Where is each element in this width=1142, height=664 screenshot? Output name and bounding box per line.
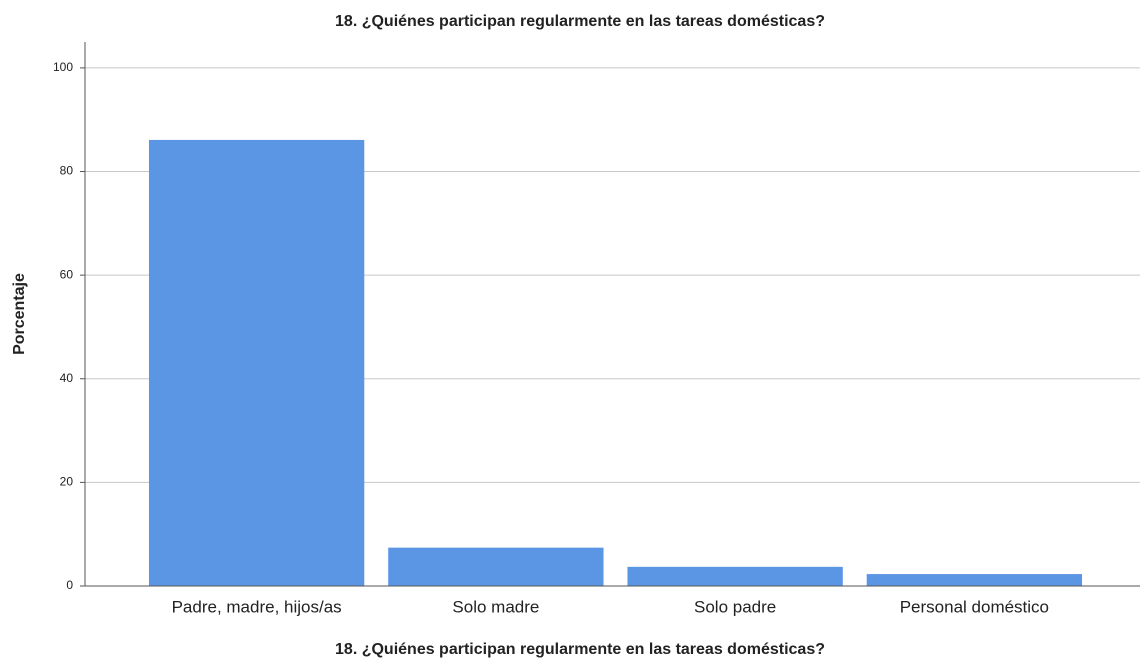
y-tick-label: 0 xyxy=(66,578,73,592)
y-tick-label: 60 xyxy=(60,267,74,281)
y-tick-label: 100 xyxy=(53,60,73,74)
bar xyxy=(388,547,604,586)
x-tick-label: Solo padre xyxy=(694,597,776,616)
y-tick-label: 80 xyxy=(60,164,74,178)
y-axis-title: Porcentaje xyxy=(11,273,28,355)
x-tick-label: Personal doméstico xyxy=(900,597,1049,616)
bar xyxy=(627,566,843,586)
y-tick-label: 40 xyxy=(60,371,74,385)
x-axis-title: 18. ¿Quiénes participan regularmente en … xyxy=(335,641,825,658)
bar xyxy=(866,574,1083,586)
bar xyxy=(148,139,365,587)
x-tick-label: Padre, madre, hijos/as xyxy=(172,597,342,616)
chart-title: 18. ¿Quiénes participan regularmente en … xyxy=(335,13,825,30)
y-tick-label: 20 xyxy=(60,475,74,489)
x-tick-label: Solo madre xyxy=(452,597,539,616)
